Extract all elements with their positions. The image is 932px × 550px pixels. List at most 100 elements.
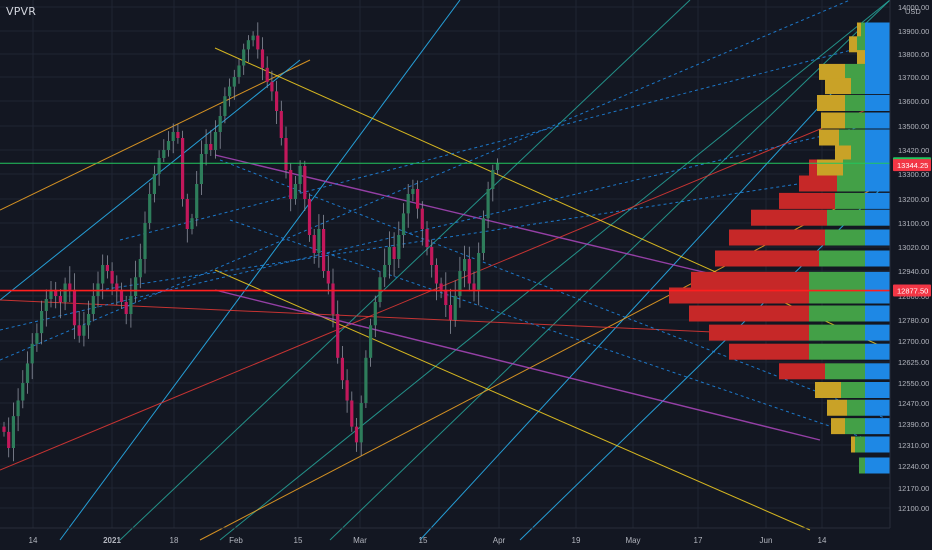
candle-body xyxy=(77,325,81,336)
vp-bar-green xyxy=(841,382,865,398)
candle-body xyxy=(105,265,109,271)
volume-profile xyxy=(669,22,890,474)
vp-bar-green xyxy=(835,192,865,209)
candle-body xyxy=(138,259,142,278)
candle-body xyxy=(119,289,124,302)
vp-bar-blue xyxy=(865,159,890,176)
candle-body xyxy=(115,283,119,290)
price-badge xyxy=(893,159,931,172)
candle-body xyxy=(420,208,424,229)
vp-bar-red xyxy=(715,250,819,267)
candle-body xyxy=(434,265,438,284)
vp-bar-blue xyxy=(865,229,890,246)
candle-body xyxy=(317,229,321,253)
vp-bar-red xyxy=(779,363,825,380)
vp-bar-green xyxy=(819,250,865,267)
candle-body xyxy=(228,86,232,97)
vp-bar-blue xyxy=(865,343,890,360)
candle-body xyxy=(336,314,340,358)
candle-body xyxy=(246,40,250,50)
currency-label: USD xyxy=(905,7,921,16)
vp-bar-blue xyxy=(865,305,890,322)
indicator-label[interactable]: VPVR xyxy=(6,5,37,18)
vp-bar-gold xyxy=(815,382,841,398)
candle-body xyxy=(199,154,203,184)
vp-bar-green xyxy=(809,287,865,304)
candle-body xyxy=(369,325,373,358)
price-scale-background[interactable] xyxy=(890,0,932,550)
vp-bar-blue xyxy=(865,175,890,192)
vp-bar-gold xyxy=(831,418,845,435)
candle-body xyxy=(345,380,349,401)
vp-bar-blue xyxy=(865,382,890,398)
time-tick-label: 15 xyxy=(294,536,303,545)
candle-body xyxy=(143,223,147,259)
candle-body xyxy=(171,132,175,141)
vp-bar-blue xyxy=(865,192,890,209)
vp-bar-blue xyxy=(865,209,890,226)
time-tick-label: 19 xyxy=(572,536,581,545)
candle-body xyxy=(16,400,20,417)
candle-body xyxy=(453,296,457,320)
time-tick-label: Jun xyxy=(760,536,773,545)
vp-bar-red xyxy=(689,305,809,322)
candle-body xyxy=(232,77,236,87)
candle-body xyxy=(129,296,133,314)
price-tick-label: 12625.00 xyxy=(898,358,929,367)
vp-bar-gold xyxy=(857,22,861,39)
vp-bar-gold xyxy=(849,36,857,53)
time-tick-label: Apr xyxy=(493,536,506,545)
vp-bar-green xyxy=(851,78,865,95)
candle-body xyxy=(411,189,415,194)
candle-body xyxy=(472,283,476,290)
price-tick-label: 12470.00 xyxy=(898,399,929,408)
candle-body xyxy=(124,302,128,314)
candle-body xyxy=(354,426,359,443)
price-tick-label: 13800.00 xyxy=(898,50,929,59)
trend-line xyxy=(0,99,891,471)
candle-body xyxy=(195,184,199,219)
candle-body xyxy=(275,91,279,111)
price-tick-label: 12780.00 xyxy=(898,316,929,325)
candle-body xyxy=(176,132,180,138)
candle-body xyxy=(481,218,485,253)
price-tick-label: 13700.00 xyxy=(898,73,929,82)
vp-bar-green xyxy=(845,95,865,111)
price-tick-label: 12100.00 xyxy=(898,504,929,513)
vp-bar-green xyxy=(845,63,865,80)
time-tick-label: 18 xyxy=(170,536,179,545)
candle-body xyxy=(383,265,387,278)
vp-bar-blue xyxy=(865,271,890,288)
vp-bar-green xyxy=(809,324,865,341)
vp-bar-red xyxy=(799,175,837,192)
vp-bar-green xyxy=(809,271,865,288)
candle-body xyxy=(44,299,48,311)
vp-bar-blue xyxy=(865,95,890,111)
candle-body xyxy=(213,132,218,150)
price-tick-label: 13600.00 xyxy=(898,97,929,106)
candle-body xyxy=(30,343,34,364)
candle-body xyxy=(190,218,194,229)
price-tick-label: 12550.00 xyxy=(898,379,929,388)
candle-body xyxy=(270,81,274,92)
vp-bar-green xyxy=(827,209,865,226)
vp-bar-gold xyxy=(857,50,865,67)
vp-bar-green xyxy=(809,343,865,360)
time-tick-label: 15 xyxy=(419,536,428,545)
candle-body xyxy=(91,296,95,314)
vp-bar-blue xyxy=(865,36,890,53)
vp-bar-blue xyxy=(865,63,890,80)
vp-bar-blue xyxy=(865,436,890,453)
horizontal-levels xyxy=(0,162,890,292)
trend-line xyxy=(59,0,461,541)
vp-bar-green xyxy=(839,129,865,146)
time-tick-label: Mar xyxy=(353,536,367,545)
candle-body xyxy=(181,138,185,199)
vp-bar-red xyxy=(709,324,809,341)
candle-body xyxy=(284,138,288,170)
vp-bar-gold xyxy=(835,145,851,162)
price-tick-label: 12700.00 xyxy=(898,337,929,346)
vp-bar-green xyxy=(845,418,865,435)
trend-line xyxy=(0,0,851,361)
